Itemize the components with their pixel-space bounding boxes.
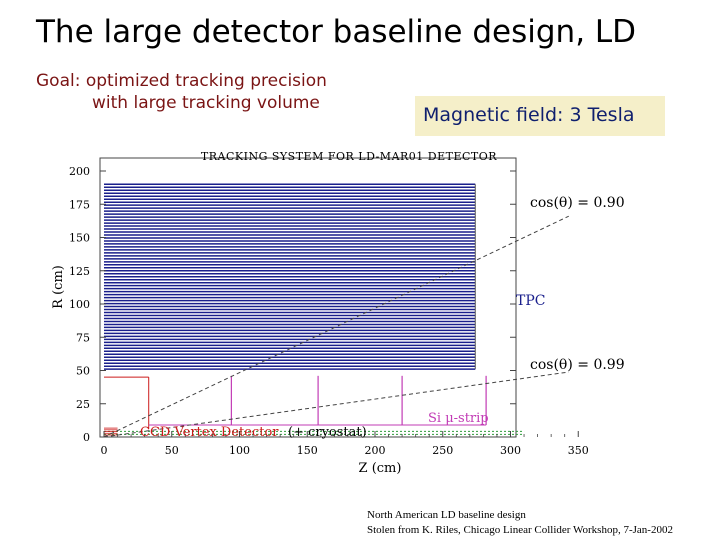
ccd-vertex-label: CCD Vertex Detector (140, 425, 279, 440)
y-tick-label: 0 (83, 431, 90, 444)
plot-title: TRACKING SYSTEM FOR LD-MAR01 DETECTOR (201, 150, 497, 163)
x-tick-label: 100 (229, 444, 250, 457)
x-tick-label: 200 (365, 444, 386, 457)
footnote: North American LD baseline design Stolen… (367, 508, 717, 538)
x-tick-label: 150 (297, 444, 318, 457)
footnote-line-2: Stolen from K. Riles, Chicago Linear Col… (367, 524, 673, 536)
x-tick-label: 0 (101, 444, 108, 457)
y-axis-label: R (cm) (51, 265, 66, 309)
tpc-label: TPC (516, 293, 545, 309)
x-tick-label: 250 (432, 444, 453, 457)
footnote-line-1: North American LD baseline design (367, 509, 526, 521)
cos-theta-099-label: cos(θ) = 0.99 (530, 357, 625, 373)
y-tick-label: 200 (69, 165, 90, 178)
y-tick-label: 125 (69, 265, 90, 278)
y-tick-label: 25 (76, 398, 90, 411)
x-tick-label: 300 (500, 444, 521, 457)
y-axis-ticks: 0 25 50 75 100 125 150 175 200 (69, 165, 516, 444)
y-tick-label: 175 (69, 198, 90, 211)
cos-theta-line (103, 215, 569, 438)
cos-theta-line (103, 371, 569, 438)
x-axis-label: Z (cm) (359, 461, 402, 476)
goal-text: Goal: optimized tracking precision with … (36, 70, 336, 114)
goal-line-1: Goal: optimized tracking precision (36, 71, 327, 91)
cos-theta-090-label: cos(θ) = 0.90 (530, 195, 625, 211)
inner-tracker (104, 375, 525, 436)
tpc-layers (104, 183, 476, 370)
y-tick-label: 50 (76, 365, 90, 378)
x-tick-label: 50 (165, 444, 179, 457)
x-axis-ticks: 0 50 100 150 200 250 300 350 (101, 431, 589, 457)
angle-lines (103, 215, 569, 438)
slide-title: The large detector baseline design, LD (36, 14, 637, 50)
y-tick-label: 150 (69, 232, 90, 245)
si-strip-label: Si μ-strip (428, 411, 489, 426)
goal-line-2: with large tracking volume (92, 93, 320, 113)
magnetic-field-label: Magnetic field: 3 Tesla (423, 104, 635, 126)
magnetic-field-box: Magnetic field: 3 Tesla (415, 96, 665, 136)
plot-frame (99, 157, 517, 438)
y-tick-label: 75 (76, 331, 90, 344)
x-tick-label: 350 (568, 444, 589, 457)
y-tick-label: 100 (69, 298, 90, 311)
cryostat-label: (+ cryostat) (288, 425, 367, 440)
